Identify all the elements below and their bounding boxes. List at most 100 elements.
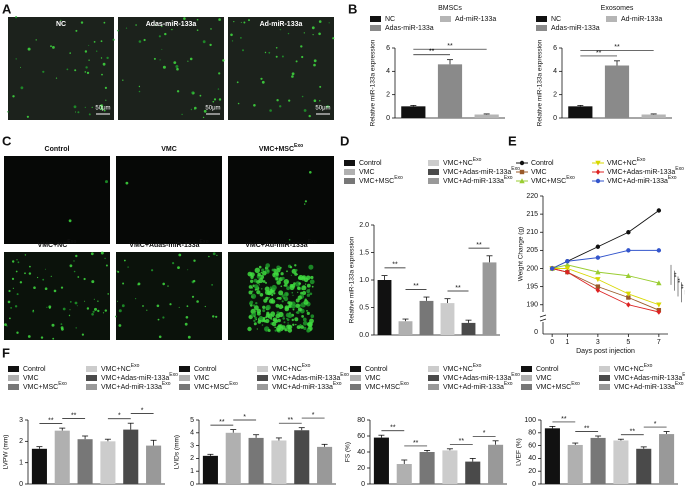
fluorescent-spot: [75, 327, 77, 329]
fluorescent-spot: [287, 301, 291, 305]
fluorescent-spot: [292, 323, 295, 326]
legend-entry: NC: [551, 16, 561, 23]
y-tick-label: 60: [528, 442, 536, 449]
fluorescent-spot: [185, 316, 189, 319]
significance-label: *: [243, 414, 246, 421]
significance-label: **: [630, 429, 636, 436]
fluorescent-spot: [274, 314, 276, 316]
image-label: VMC+Ad-miR-133aExo: [245, 239, 317, 249]
fluorescent-spot: [212, 252, 216, 256]
fluorescent-spot: [279, 105, 282, 108]
legend-marker: [519, 169, 525, 175]
fluorescent-spot: [75, 254, 78, 258]
fluorescent-spot: [92, 310, 95, 313]
fluorescent-spot: [278, 290, 284, 296]
fluorescent-spot: [256, 328, 258, 330]
fluorescent-spot: [291, 318, 294, 322]
fluorescent-spot: [143, 38, 146, 42]
data-point: [626, 295, 631, 300]
fluorescent-spot: [261, 324, 264, 326]
fluorescent-spot: [15, 270, 18, 273]
legend-entry-base: VMC+Ad-miR-133a: [101, 384, 162, 391]
legend-entry: Control: [23, 366, 46, 373]
fluorescent-spot: [253, 319, 256, 322]
fluorescent-spot: [287, 324, 293, 330]
legend-entry: Ad-miR-133a: [455, 16, 496, 23]
legend-entry: VMC: [531, 169, 547, 176]
fluorescent-spot: [296, 325, 301, 329]
fluorescent-spot: [189, 57, 193, 61]
fluorescent-spot: [282, 317, 286, 320]
legend-entry-base: VMC+Ad-miR-133a: [443, 178, 504, 185]
fluorescent-spot: [240, 21, 242, 23]
bar: [248, 437, 264, 484]
fluorescent-spot: [248, 290, 253, 295]
fluorescent-spot: [253, 104, 256, 107]
fluorescent-spot: [93, 298, 95, 300]
image-label-sup: Exo: [67, 239, 76, 245]
fluorescent-spot: [275, 303, 280, 308]
fluorescent-spot: [196, 300, 199, 303]
fluorescent-spot: [100, 107, 104, 111]
fluorescent-spot: [302, 317, 307, 322]
fluorescent-spot: [187, 335, 191, 339]
fluorescent-spot: [77, 276, 80, 278]
fluorescent-spot: [258, 284, 260, 286]
fluorescent-spot: [306, 283, 311, 288]
y-tick-label: 0: [190, 481, 194, 488]
fluorescent-spot: [161, 48, 163, 50]
fluorescent-spot: [96, 50, 98, 52]
fluorescent-spot: [250, 293, 257, 299]
fluorescent-spot: [303, 286, 305, 288]
fluorescent-spot: [301, 95, 304, 98]
fluorescent-spot: [16, 293, 19, 296]
fluorescent-spot: [35, 39, 37, 41]
fluorescent-spot: [12, 287, 14, 289]
fluorescent-spot: [55, 77, 58, 79]
fluorescent-spot: [303, 109, 307, 112]
fluorescent-spot: [88, 59, 90, 61]
legend-entry-base: NC: [385, 16, 395, 23]
fluorescent-spot: [27, 335, 31, 338]
fluorescent-spot: [17, 261, 20, 264]
significance-label: **: [447, 43, 453, 50]
fluorescent-spot: [275, 47, 278, 49]
fluorescent-spot: [281, 300, 284, 303]
fluorescent-spot: [281, 276, 285, 280]
fluorescent-spot: [193, 259, 196, 262]
fluorescent-spot: [274, 329, 277, 332]
x-tick-label: 1: [565, 339, 569, 346]
fluorescent-spot: [73, 270, 76, 273]
fluorescent-spot: [115, 315, 117, 318]
fluorescent-spot: [276, 268, 281, 273]
data-point: [656, 248, 662, 253]
fluorescent-spot: [291, 303, 296, 309]
data-point: [564, 262, 571, 268]
fluorescent-spot: [265, 304, 271, 310]
y-tick-label: 5: [190, 417, 194, 424]
fluorescent-spot: [60, 323, 63, 325]
legend-swatch: [428, 375, 439, 381]
fluorescent-spot: [88, 113, 91, 116]
fluorescent-spot: [301, 288, 303, 290]
y-axis-label: LVPW (mm): [3, 435, 10, 470]
legend-entry-sup: Exo: [473, 157, 482, 163]
legend-entry: VMC+Adas-miR-133aExo: [443, 372, 520, 382]
image-label-base: VMC: [161, 146, 177, 153]
fluorescent-spot: [122, 282, 125, 285]
legend-entry-base: VMC: [365, 375, 381, 382]
bar: [590, 437, 606, 484]
fluorescent-spot: [93, 41, 96, 43]
y-tick-label: 0: [532, 481, 536, 488]
fluorescent-spot: [164, 32, 167, 36]
x-tick-label: 7: [657, 339, 661, 346]
fluorescent-spot: [230, 33, 233, 37]
legend-swatch: [179, 375, 190, 381]
fluorescent-spot: [306, 310, 308, 312]
micrograph: [228, 17, 334, 120]
fluorescent-spot: [304, 203, 306, 205]
image-label-base: VMC+NC: [38, 242, 68, 249]
data-point: [626, 248, 631, 253]
bar: [373, 437, 389, 484]
fluorescent-spot: [172, 262, 175, 265]
